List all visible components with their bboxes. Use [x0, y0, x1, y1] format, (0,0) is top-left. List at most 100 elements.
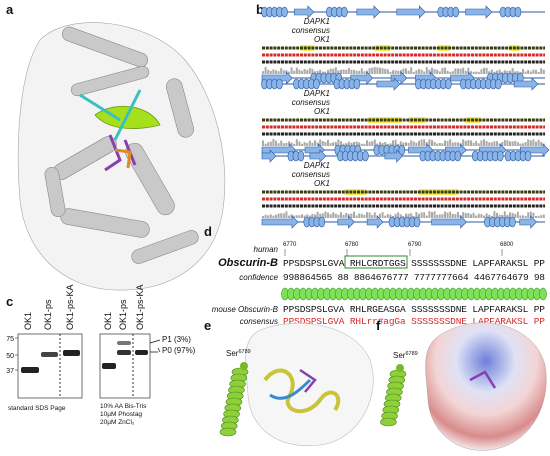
conservation: [368, 141, 371, 146]
panel-label: f: [376, 318, 381, 333]
caption: standard SDS Page: [8, 405, 66, 412]
conservation: [438, 142, 441, 146]
conservation: [501, 71, 504, 74]
conservation: [509, 141, 511, 146]
conservation: [542, 214, 545, 218]
marker-label: 37: [6, 368, 14, 375]
conservation: [371, 141, 374, 146]
conservation: [472, 212, 475, 218]
conservation: [332, 212, 335, 218]
conservation: [451, 142, 454, 146]
residue-position: 6780: [345, 242, 359, 248]
conservation: [428, 139, 431, 146]
conservation: [345, 143, 348, 146]
conservation: [480, 69, 483, 74]
conservation: [329, 214, 332, 218]
conservation: [532, 139, 535, 146]
conservation: [405, 142, 407, 146]
conservation: [321, 71, 324, 74]
conservation: [389, 214, 392, 218]
conservation: [496, 212, 498, 218]
conservation: [415, 142, 418, 146]
conservation: [407, 213, 410, 218]
conservation: [490, 69, 493, 74]
conservation: [433, 69, 436, 74]
species: human: [254, 245, 279, 254]
helix-turn: [413, 216, 421, 228]
helix-turn: [514, 6, 522, 18]
conservation: [415, 212, 418, 218]
conservation: [363, 214, 366, 218]
conservation: [275, 214, 277, 218]
conservation: [267, 69, 270, 74]
conservation: [285, 211, 288, 218]
conservation: [280, 68, 283, 74]
panel-d: d human Obscurin-B confidence PPSDSPSLGV…: [204, 224, 547, 327]
conservation: [441, 143, 444, 146]
conservation: [425, 215, 428, 218]
conservation: [542, 69, 545, 74]
conservation: [290, 214, 293, 218]
helix-turn: [496, 150, 504, 162]
conservation: [454, 214, 457, 218]
conservation: [301, 214, 303, 218]
conservation: [332, 68, 335, 74]
conservation: [277, 71, 280, 74]
conservation: [316, 211, 319, 218]
highlight: [437, 45, 450, 51]
conservation: [282, 143, 285, 146]
conservation: [295, 215, 298, 218]
conservation: [334, 213, 337, 218]
conservation: [319, 69, 322, 74]
panel-b: b DAPK1consensusOK1DAPK1consensusOK1DAPK…: [256, 2, 550, 229]
residue: Ser: [226, 349, 239, 358]
strand: [513, 77, 539, 91]
conservation: [423, 71, 426, 74]
conservation: [293, 70, 296, 74]
conservation: [524, 71, 527, 74]
conservation: [420, 212, 423, 218]
conservation: [371, 214, 374, 218]
conservation: [267, 142, 270, 146]
conservation: [480, 140, 483, 146]
panel-e: e Ser6789: [204, 318, 374, 447]
conservation: [514, 71, 517, 74]
band: [63, 350, 80, 356]
helix-turn: [341, 6, 348, 18]
conservation: [446, 70, 449, 74]
conservation: [488, 214, 491, 218]
conservation: [337, 70, 340, 74]
conservation: [303, 68, 306, 74]
conservation: [379, 141, 381, 146]
lane-label: OK1-ps: [43, 299, 53, 330]
gel: [17, 333, 83, 399]
strand: [431, 215, 467, 229]
conservation: [308, 68, 311, 74]
conservation: [363, 143, 366, 146]
conservation: [350, 142, 353, 146]
conservation: [264, 67, 267, 74]
conservation: [311, 213, 314, 218]
band-pointer: [149, 339, 161, 353]
helix-turn: [297, 150, 305, 162]
helix: [125, 142, 175, 216]
conservation: [358, 213, 361, 218]
conservation: [503, 70, 506, 74]
conservation: [269, 70, 272, 74]
strand: [366, 215, 384, 229]
conservation: [522, 215, 524, 218]
conservation: [532, 69, 535, 74]
conservation: [412, 215, 415, 218]
conservation: [470, 214, 472, 218]
conservation: [363, 71, 366, 74]
conservation: [477, 213, 480, 218]
conservation: [397, 212, 400, 218]
conservation: [485, 140, 488, 146]
conservation: [535, 141, 537, 146]
helix: [44, 166, 66, 218]
conservation: [327, 69, 329, 74]
lane-label: OK1: [23, 312, 33, 330]
conservation: [431, 67, 433, 74]
band: [117, 341, 131, 345]
